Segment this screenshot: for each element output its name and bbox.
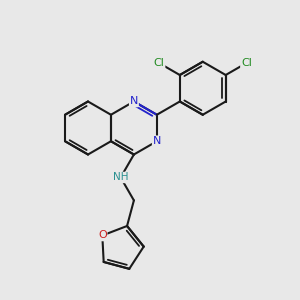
Text: O: O bbox=[98, 230, 107, 241]
Text: N: N bbox=[130, 97, 138, 106]
Text: NH: NH bbox=[113, 172, 128, 182]
Text: Cl: Cl bbox=[154, 58, 165, 68]
Text: N: N bbox=[153, 136, 161, 146]
Text: Cl: Cl bbox=[241, 58, 252, 68]
